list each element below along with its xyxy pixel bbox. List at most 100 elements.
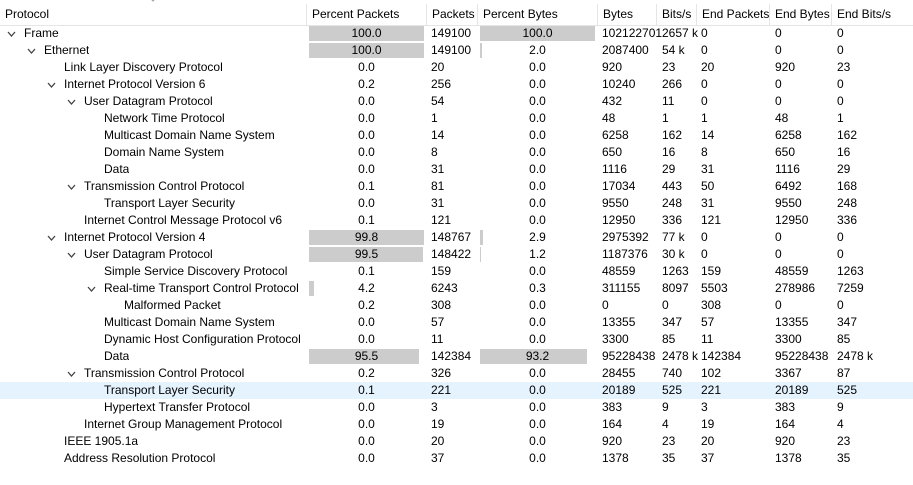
protocol-cell: Transport Layer Security	[85, 382, 235, 399]
tree-row[interactable]: Internet Group Management Protocol 0.0 19 0…	[0, 416, 913, 433]
percent-value: 100.0	[351, 43, 382, 57]
column-header-packets[interactable]: Packets	[426, 4, 477, 25]
percent-bytes-cell: 0.0	[480, 128, 595, 143]
tree-row[interactable]: Real-time Transport Control Protocol 4.2 6…	[0, 280, 913, 297]
chevron-down-icon[interactable]	[45, 76, 57, 93]
packets-cell: 11	[431, 332, 444, 346]
column-header-end-bytes[interactable]: End Bytes	[769, 4, 831, 25]
tree-row[interactable]: Domain Name System 0.0 8 0.0 650 16 8 650 16	[0, 144, 913, 161]
percent-value: 99.5	[354, 247, 379, 261]
percent-bytes-cell: 2.0	[480, 43, 595, 58]
percent-value: 2.0	[529, 43, 546, 57]
column-header-percent-packets[interactable]: Percent Packets	[306, 4, 426, 25]
column-header-end-bits-s[interactable]: End Bits/s	[831, 4, 913, 25]
column-header-bits-s[interactable]: Bits/s	[656, 4, 696, 25]
tree-row[interactable]: Dynamic Host Configuration Protocol 0.0 11…	[0, 331, 913, 348]
protocol-name: Transport Layer Security	[104, 196, 235, 210]
bytes-cell: 2087400	[602, 43, 649, 57]
tree-row[interactable]: Data 0.0 31 0.0 1116 29 31 1116 29	[0, 161, 913, 178]
tree-row[interactable]: Link Layer Discovery Protocol 0.0 20 0.0 920…	[0, 59, 913, 76]
percent-value: 0.0	[529, 213, 546, 227]
percent-packets-cell: 0.2	[309, 298, 424, 313]
protocol-cell: Data	[85, 348, 129, 365]
tree-row[interactable]: IEEE 1905.1a 0.0 20 0.0 920 23 20 920 23	[0, 433, 913, 450]
tree-row[interactable]: Hypertext Transfer Protocol 0.0 3 0.0 383 9 3 3…	[0, 399, 913, 416]
percent-value: 0.0	[358, 196, 375, 210]
tree-row[interactable]: Transmission Control Protocol 0.1 81 0.0 170…	[0, 178, 913, 195]
tree-row[interactable]: Ethernet 100.0 149100 2.0 2087400 54 k 0 0 0	[0, 42, 913, 59]
packets-cell: 221	[431, 383, 452, 397]
bytes-cell: 95228438	[602, 349, 656, 363]
percent-bytes-cell: 0.0	[480, 332, 595, 347]
chevron-down-icon[interactable]	[25, 42, 37, 59]
tree-row[interactable]: Multicast Domain Name System 0.0 57 0.0 1335…	[0, 314, 913, 331]
bits-per-second-cell: 4	[662, 417, 669, 431]
percent-value: 0.2	[358, 298, 375, 312]
protocol-name: Link Layer Discovery Protocol	[64, 60, 223, 74]
protocol-name: Transport Layer Security	[104, 383, 235, 397]
tree-row[interactable]: Address Resolution Protocol 0.0 37 0.0 1378 3…	[0, 450, 913, 467]
chevron-down-icon[interactable]	[65, 93, 77, 110]
bytes-cell: 28455	[602, 366, 636, 380]
tree-row[interactable]: Transmission Control Protocol 0.2 326 0.0 28…	[0, 365, 913, 382]
percent-packets-cell: 99.8	[309, 230, 424, 245]
end-bytes-cell: 920	[775, 60, 796, 74]
protocol-name: User Datagram Protocol	[84, 94, 213, 108]
bits-per-second-cell: 266	[662, 77, 683, 91]
chevron-down-icon[interactable]	[65, 178, 77, 195]
tree-row[interactable]: Internet Control Message Protocol v6 0.1 1…	[0, 212, 913, 229]
column-header-percent-bytes[interactable]: Percent Bytes	[477, 4, 597, 25]
tree-row[interactable]: Transport Layer Security 0.1 221 0.0 20189 52…	[0, 382, 913, 399]
column-header-bytes[interactable]: Bytes	[597, 4, 656, 25]
chevron-down-icon[interactable]	[65, 365, 77, 382]
end-packets-cell: 0	[701, 77, 708, 91]
percent-bar	[309, 281, 314, 296]
tree-row[interactable]: Multicast Domain Name System 0.0 14 0.0 6258…	[0, 127, 913, 144]
end-packets-cell: 37	[701, 451, 715, 465]
percent-packets-cell: 0.1	[309, 179, 424, 194]
percent-value: 0.0	[529, 111, 546, 125]
end-packets-cell: 11	[701, 332, 714, 346]
tree-row[interactable]: Data 95.5 142384 93.2 95228438 2478 k 142384 95…	[0, 348, 913, 365]
chevron-down-icon[interactable]	[65, 246, 77, 263]
packets-cell: 81	[431, 179, 445, 193]
percent-value: 95.5	[354, 349, 379, 363]
tree-row[interactable]: User Datagram Protocol 99.5 148422 1.2 11873…	[0, 246, 913, 263]
percent-value: 0.0	[358, 400, 375, 414]
packets-cell: 6243	[431, 281, 458, 295]
column-header-end-packets[interactable]: End Packets	[696, 4, 769, 25]
percent-value: 0.0	[358, 315, 375, 329]
column-header-protocol[interactable]: Protocol	[0, 4, 306, 25]
percent-packets-cell: 95.5	[309, 349, 424, 364]
tree-row[interactable]: Transport Layer Security 0.0 31 0.0 9550 248 3…	[0, 195, 913, 212]
percent-bar	[309, 230, 424, 245]
tree-row[interactable]: Internet Protocol Version 6 0.2 256 0.0 1024…	[0, 76, 913, 93]
tree-row[interactable]: Internet Protocol Version 4 99.8 148767 2.9…	[0, 229, 913, 246]
percent-value: 0.3	[529, 281, 546, 295]
chevron-down-icon[interactable]	[85, 280, 97, 297]
percent-value: 0.0	[529, 366, 546, 380]
packets-cell: 121	[431, 213, 452, 227]
chevron-down-icon[interactable]	[5, 25, 17, 42]
end-bits-per-second-cell: 0	[837, 298, 844, 312]
percent-value: 99.8	[354, 230, 379, 244]
percent-packets-cell: 0.0	[309, 111, 424, 126]
tree-row[interactable]: Malformed Packet 0.2 308 0.0 0 0 308 0 0	[0, 297, 913, 314]
protocol-name: Malformed Packet	[124, 298, 221, 312]
percent-value: 0.0	[529, 417, 546, 431]
end-bytes-cell: 278986	[775, 281, 816, 295]
percent-bytes-cell: 0.0	[480, 264, 595, 279]
end-bytes-cell: 650	[775, 145, 796, 159]
percent-value: 0.0	[358, 434, 375, 448]
end-bits-per-second-cell: 23	[837, 434, 851, 448]
protocol-name: Multicast Domain Name System	[104, 315, 275, 329]
percent-bytes-cell: 0.0	[480, 77, 595, 92]
protocol-cell: Link Layer Discovery Protocol	[45, 59, 223, 76]
percent-value: 0.0	[358, 417, 375, 431]
tree-row[interactable]: Network Time Protocol 0.0 1 0.0 48 1 1 48 1	[0, 110, 913, 127]
tree-row[interactable]: User Datagram Protocol 0.0 54 0.0 432 11 0 0 0	[0, 93, 913, 110]
tree-row[interactable]: Simple Service Discovery Protocol 0.1 159 0…	[0, 263, 913, 280]
bits-per-second-cell: 23	[662, 60, 676, 74]
chevron-down-icon[interactable]	[45, 229, 57, 246]
